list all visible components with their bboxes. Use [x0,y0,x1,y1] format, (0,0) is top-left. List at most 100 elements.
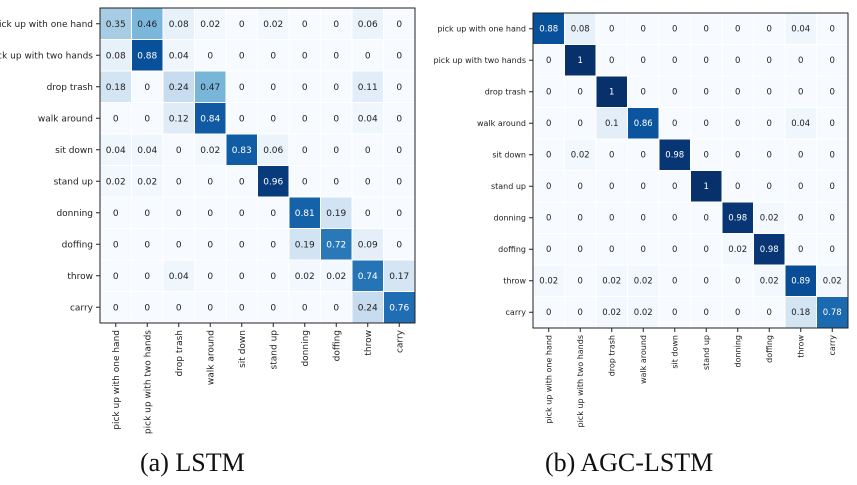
heatmap-cell [532,44,565,77]
cell-value-label: 0.98 [665,151,684,161]
heatmap-cell [721,75,754,108]
cell-value-label: 0 [396,83,402,93]
y-tick-label: throw [67,272,93,282]
x-tick-label: pick up with one hand [545,335,554,424]
cell-value-label: 0 [546,308,551,318]
heatmap-cell [721,170,754,203]
cell-value-label: 0 [609,151,614,161]
cell-value-label: 0 [672,308,677,318]
heatmap-cell [658,201,691,234]
heatmap-cell [320,196,353,229]
heatmap-cell [564,264,597,297]
heatmap-cell [595,12,628,45]
cell-value-label: 0.46 [137,20,157,30]
heatmap-cell [99,291,132,324]
heatmap-cell [595,138,628,171]
x-tick-label: pick up with two hands [576,335,585,428]
cell-value-label: 0 [333,51,339,61]
heatmap-cell [194,39,227,72]
y-tick-label: donning [494,214,526,223]
cell-value-label: 0 [144,83,150,93]
heatmap-cell [816,170,849,203]
cell-value-label: 0 [704,151,709,161]
cell-value-label: 0 [207,303,213,313]
heatmap-cell [564,170,597,203]
cell-value-label: 0 [798,56,803,66]
cell-value-label: 0 [641,245,646,255]
x-tick-label: throw [797,335,806,358]
x-tick-label: carry [828,335,837,356]
cell-value-label: 0 [735,151,740,161]
heatmap-cell [816,75,849,108]
lstm-confusion-matrix: 0.35 0.46 0.08 0.02 0 0.02 0 0 0.06 0 0.08 0.88 0.04… [0,7,416,434]
cell-value-label: 0 [672,25,677,35]
heatmap-cell [131,228,164,261]
heatmap-cell [690,107,723,140]
cell-value-label: 0 [144,303,150,313]
heatmap-cell [564,44,597,77]
cell-value-label: 0.84 [200,114,220,124]
heatmap-cell [288,228,321,261]
heatmap-cell [595,201,628,234]
heatmap-cell [690,201,723,234]
heatmap-cell [595,296,628,329]
cell-value-label: 0 [113,114,119,124]
cell-value-label: 0 [207,272,213,282]
cell-value-label: 0 [641,88,646,98]
cell-value-label: 0 [672,56,677,66]
cell-value-label: 0.06 [263,146,283,156]
cell-value-label: 0 [302,51,308,61]
heatmap-frame [99,7,416,324]
heatmap-cell [162,165,195,198]
cell-value-label: 0.17 [389,272,409,282]
heatmap-cell [257,228,290,261]
cell-value-label: 0 [113,209,119,219]
heatmap-cell [658,138,691,171]
cell-value-label: 0.18 [106,83,126,93]
cell-value-label: 0 [798,214,803,224]
x-tick-label: stand up [702,335,711,370]
cell-value-label: 0.11 [358,83,378,93]
heatmap-cell [784,201,817,234]
y-tick-label: sit down [55,146,93,156]
heatmap-cell [816,107,849,140]
cell-value-label: 0 [144,240,150,250]
heatmap-cell [595,264,628,297]
cell-value-label: 0 [365,51,371,61]
cell-value-label: 0 [365,209,371,219]
agc-lstm-confusion-matrix: 0.88 0.08 0 0 0 0 0 0 0.04 0 0 1 0 0 0 0 0 0 0 0 0 0 1 0 0 0 0 0 0 0 0… [434,12,849,428]
cell-value-label: 0 [396,240,402,250]
y-tick-label: doffing [498,245,526,254]
cell-value-label: 0 [704,214,709,224]
heatmap-cell [753,296,786,329]
heatmap-cell [690,12,723,45]
cell-value-label: 0 [239,303,245,313]
cell-value-label: 0 [207,209,213,219]
cell-value-label: 0 [239,177,245,187]
heatmap-cell [131,70,164,103]
heatmap-frame [532,12,849,329]
heatmap-cell [351,70,384,103]
y-tick-label: stand up [54,177,94,187]
cell-value-label: 0.02 [295,272,315,282]
cell-value-label: 0 [144,272,150,282]
cell-value-label: 0 [176,177,182,187]
heatmap-cell [257,133,290,166]
cell-value-label: 0.18 [791,308,810,318]
cell-value-label: 0.24 [358,303,378,313]
cell-value-label: 0 [735,119,740,129]
cell-value-label: 0.89 [791,277,810,287]
heatmap-cell [131,133,164,166]
cell-value-label: 0 [578,182,583,192]
cell-value-label: 0.08 [106,51,126,61]
cell-value-label: 0 [830,56,835,66]
cell-value-label: 0 [270,114,276,124]
cell-value-label: 0 [396,114,402,124]
cell-value-label: 0.02 [200,146,220,156]
heatmap-cell [288,196,321,229]
heatmap-cell [690,264,723,297]
cell-value-label: 1 [704,182,709,192]
cell-value-label: 0 [176,209,182,219]
cell-value-label: 0.98 [760,245,779,255]
cell-value-label: 0 [704,245,709,255]
